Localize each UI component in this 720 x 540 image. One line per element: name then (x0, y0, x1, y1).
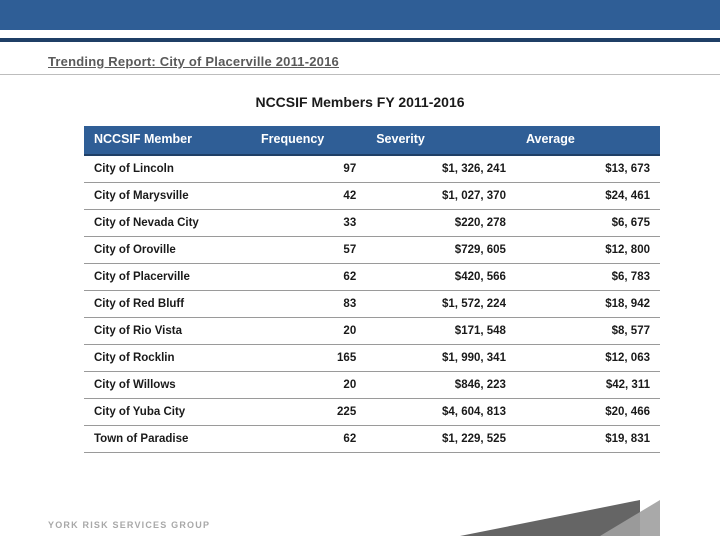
cell-average: $8, 577 (516, 318, 660, 345)
cell-member: City of Rocklin (84, 345, 251, 372)
cell-frequency: 165 (251, 345, 366, 372)
table-title: NCCSIF Members FY 2011-2016 (0, 94, 720, 110)
cell-frequency: 33 (251, 210, 366, 237)
table-row: City of Willows20$846, 223$42, 311 (84, 372, 660, 399)
table-header-row: NCCSIF Member Frequency Severity Average (84, 126, 660, 155)
table-row: City of Rocklin165$1, 990, 341$12, 063 (84, 345, 660, 372)
table-row: City of Placerville62$420, 566$6, 783 (84, 264, 660, 291)
cell-member: City of Lincoln (84, 155, 251, 183)
cell-frequency: 62 (251, 426, 366, 453)
cell-average: $12, 063 (516, 345, 660, 372)
cell-severity: $729, 605 (366, 237, 516, 264)
members-table: NCCSIF Member Frequency Severity Average… (84, 126, 660, 453)
cell-frequency: 42 (251, 183, 366, 210)
cell-member: City of Rio Vista (84, 318, 251, 345)
cell-average: $19, 831 (516, 426, 660, 453)
cell-frequency: 57 (251, 237, 366, 264)
footer-logo-text: YORK RISK SERVICES GROUP (48, 520, 210, 530)
col-header-frequency: Frequency (251, 126, 366, 155)
col-header-average: Average (516, 126, 660, 155)
table-row: City of Marysville42$1, 027, 370$24, 461 (84, 183, 660, 210)
cell-severity: $4, 604, 813 (366, 399, 516, 426)
col-header-severity: Severity (366, 126, 516, 155)
col-header-member: NCCSIF Member (84, 126, 251, 155)
cell-member: City of Nevada City (84, 210, 251, 237)
cell-member: City of Willows (84, 372, 251, 399)
cell-average: $6, 783 (516, 264, 660, 291)
table-row: City of Yuba City225$4, 604, 813$20, 466 (84, 399, 660, 426)
cell-member: City of Marysville (84, 183, 251, 210)
cell-member: City of Oroville (84, 237, 251, 264)
cell-frequency: 20 (251, 318, 366, 345)
cell-average: $18, 942 (516, 291, 660, 318)
cell-member: City of Yuba City (84, 399, 251, 426)
cell-average: $12, 800 (516, 237, 660, 264)
report-title: Trending Report: City of Placerville 201… (48, 54, 339, 69)
cell-severity: $220, 278 (366, 210, 516, 237)
cell-frequency: 97 (251, 155, 366, 183)
cell-severity: $1, 990, 341 (366, 345, 516, 372)
cell-severity: $1, 027, 370 (366, 183, 516, 210)
cell-average: $20, 466 (516, 399, 660, 426)
members-table-wrap: NCCSIF Member Frequency Severity Average… (84, 126, 660, 453)
cell-severity: $846, 223 (366, 372, 516, 399)
cell-average: $6, 675 (516, 210, 660, 237)
title-rule (0, 74, 720, 75)
cell-frequency: 225 (251, 399, 366, 426)
cell-average: $42, 311 (516, 372, 660, 399)
cell-severity: $1, 326, 241 (366, 155, 516, 183)
cell-severity: $1, 572, 224 (366, 291, 516, 318)
table-row: City of Red Bluff83$1, 572, 224$18, 942 (84, 291, 660, 318)
cell-member: City of Red Bluff (84, 291, 251, 318)
table-row: City of Oroville57$729, 605$12, 800 (84, 237, 660, 264)
cell-frequency: 62 (251, 264, 366, 291)
cell-member: Town of Paradise (84, 426, 251, 453)
cell-frequency: 83 (251, 291, 366, 318)
footer-wedge-light-icon (600, 500, 660, 536)
cell-member: City of Placerville (84, 264, 251, 291)
table-row: City of Rio Vista20$171, 548$8, 577 (84, 318, 660, 345)
cell-average: $13, 673 (516, 155, 660, 183)
cell-average: $24, 461 (516, 183, 660, 210)
table-row: City of Lincoln97$1, 326, 241$13, 673 (84, 155, 660, 183)
cell-severity: $420, 566 (366, 264, 516, 291)
header-underline (0, 38, 720, 42)
cell-frequency: 20 (251, 372, 366, 399)
table-row: City of Nevada City33$220, 278$6, 675 (84, 210, 660, 237)
table-row: Town of Paradise62$1, 229, 525$19, 831 (84, 426, 660, 453)
header-band (0, 0, 720, 34)
cell-severity: $1, 229, 525 (366, 426, 516, 453)
cell-severity: $171, 548 (366, 318, 516, 345)
